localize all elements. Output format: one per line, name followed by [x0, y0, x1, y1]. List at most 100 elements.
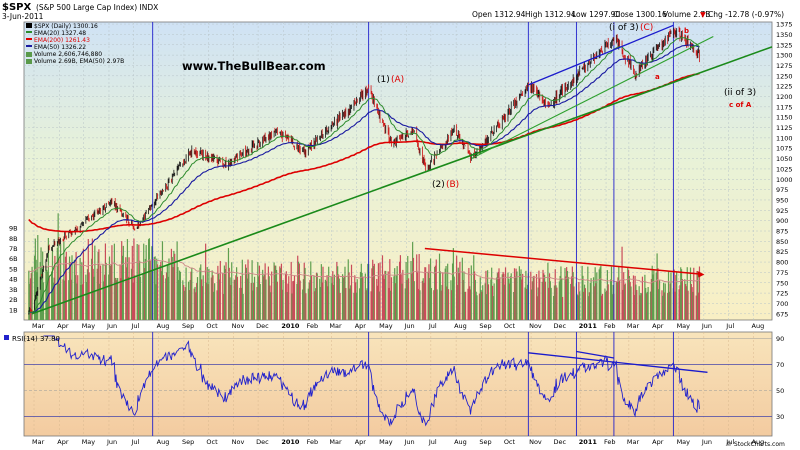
volume-bar-32	[64, 280, 66, 320]
volume-bar-290	[359, 288, 361, 320]
volume-bar-40	[73, 259, 76, 320]
volume-bar-498	[595, 283, 597, 320]
volume-bar-352	[429, 278, 431, 320]
rsi-divergence-line	[528, 352, 708, 373]
volume-bar-484	[579, 291, 581, 320]
volume-bar-119	[162, 275, 164, 320]
volume-bar-261	[325, 281, 327, 320]
volume-bar-328	[401, 283, 403, 320]
volume-bar-254	[316, 273, 318, 320]
volume-bar-449	[539, 277, 541, 320]
volume-bar-492	[588, 292, 591, 320]
volume-bar-209	[265, 279, 267, 320]
volume-bar-68	[104, 243, 107, 320]
rsi-x-tick-label-14: May	[379, 438, 393, 446]
volume-bar-499	[596, 272, 598, 320]
volume-bar-239	[299, 280, 301, 320]
volume-bar-429	[516, 271, 518, 320]
rsi-legend-swatch	[4, 335, 9, 340]
volume-bar-510	[610, 279, 612, 320]
header-low: Low 1297.90	[572, 10, 620, 19]
rsi-x-tick-label-6: Sep	[182, 438, 194, 446]
watermark-text: www.TheBullBear.com	[182, 59, 326, 73]
volume-bar-372	[451, 263, 454, 320]
volume-bar-476	[570, 276, 573, 320]
volume-bar-437	[526, 288, 528, 320]
volume-bar-147	[195, 292, 197, 320]
volume-bar-273	[338, 278, 340, 320]
volume-bar-549	[653, 269, 655, 320]
volume-bar-154	[202, 275, 204, 320]
volume-bar-222	[280, 263, 283, 320]
volume-bar-163	[213, 291, 215, 320]
volume-bar-43	[76, 283, 78, 320]
volume-bar-205	[262, 269, 264, 320]
volume-bar-264	[328, 266, 330, 320]
annotation-wave-c-of-A: c of A	[729, 101, 752, 109]
trendline-green	[31, 46, 773, 315]
volume-bar-9	[37, 235, 39, 320]
copyright-text: © StockCharts.com	[726, 441, 785, 448]
volume-bar-571	[679, 285, 681, 320]
volume-bar-557	[663, 282, 665, 320]
volume-bar-363	[441, 284, 443, 320]
header-change-arrow: ▼	[700, 10, 706, 19]
volume-bar-152	[200, 279, 203, 320]
x-tick-label-17: Aug	[454, 322, 467, 330]
volume-bar-338	[412, 257, 415, 320]
volume-bar-488	[583, 284, 586, 320]
x-tick-label-6: Sep	[182, 322, 194, 330]
rsi-label: RSI(14) 37.80	[12, 335, 60, 343]
legend-swatch-ema20	[26, 31, 32, 33]
volume-bar-179	[231, 262, 233, 320]
volume-bar-49	[82, 248, 85, 320]
volume-bar-70	[108, 274, 110, 320]
volume-bar-447	[537, 287, 539, 320]
volume-bar-79	[117, 277, 119, 320]
volume-bar-544	[647, 286, 649, 320]
volume-bar-4	[31, 266, 33, 320]
volume-bar-572	[680, 267, 682, 320]
trendline-green-short	[471, 35, 714, 160]
volume-bar-112	[155, 284, 157, 320]
volume-bar-45	[79, 257, 81, 320]
volume-bar-26	[57, 213, 59, 320]
y-tick-label-23: 1250	[776, 72, 793, 80]
volume-bar-172	[223, 265, 225, 320]
volume-bar-464	[556, 287, 558, 320]
volume-bar-198	[253, 282, 255, 320]
header-close: Close 1300.16	[613, 10, 667, 19]
volume-bar-86	[126, 267, 128, 320]
x-tick-label-29: Aug	[752, 322, 765, 330]
y-tick-label-16: 1075	[776, 145, 793, 153]
volume-bar-78	[116, 280, 118, 320]
volume-bar-293	[361, 272, 363, 320]
volume-bar-14	[42, 282, 45, 320]
volume-bar-430	[518, 266, 520, 320]
volume-bar-506	[605, 292, 607, 320]
volume-bar-384	[464, 291, 467, 320]
volume-bar-57	[92, 268, 94, 320]
y-tick-label-12: 975	[776, 186, 788, 194]
volume-bar-489	[584, 288, 586, 320]
x-tick-label-24: Mar	[627, 322, 640, 330]
volume-bar-364	[442, 272, 444, 320]
volume-bar-276	[342, 278, 344, 320]
volume-bar-424	[510, 273, 512, 320]
volume-bar-399	[482, 285, 484, 320]
legend-swatch-volume-ema	[26, 59, 32, 64]
volume-bar-482	[577, 295, 579, 320]
volume-bar-570	[678, 289, 680, 320]
volume-bar-495	[592, 277, 595, 320]
volume-bar-503	[601, 295, 603, 320]
y-tick-label-13: 1000	[776, 176, 793, 184]
volume-bar-343	[418, 254, 420, 320]
y-tick-label-22: 1225	[776, 83, 793, 91]
y-tick-label-21: 1200	[776, 93, 793, 101]
x-tick-label-23: Feb	[604, 322, 616, 330]
volume-bar-91	[131, 245, 133, 320]
volume-bar-436	[525, 270, 527, 320]
volume-bar-511	[610, 266, 613, 320]
volume-bar-170	[222, 272, 224, 320]
annotation-wave-i-of-3: (i of 3)	[609, 23, 639, 33]
